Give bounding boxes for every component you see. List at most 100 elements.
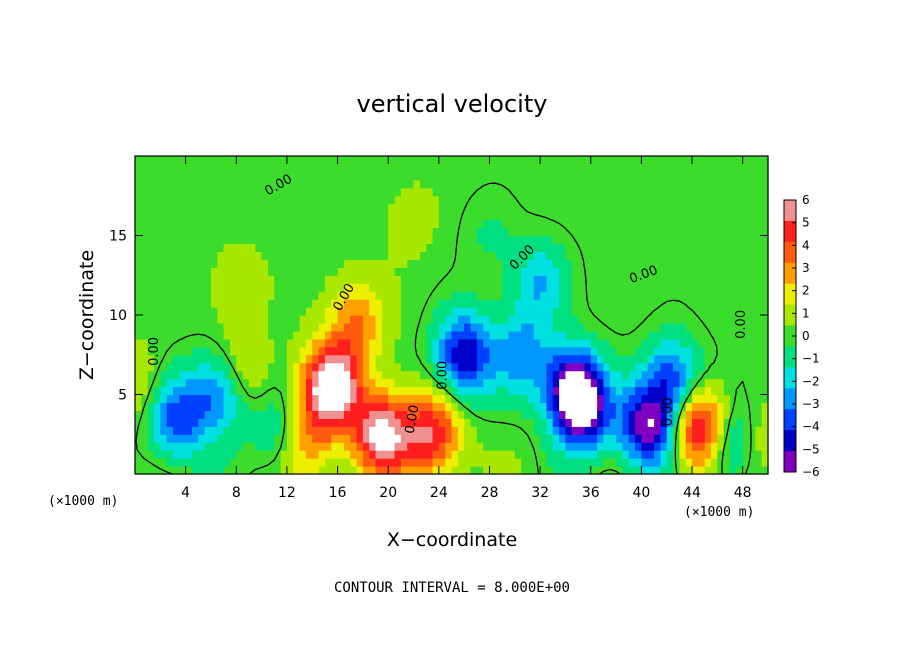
heatmap-cell [654, 402, 661, 411]
heatmap-cell [267, 322, 275, 332]
heatmap-cell [166, 203, 174, 213]
heatmap-cell [761, 346, 769, 356]
heatmap-cell [210, 235, 218, 245]
heatmap-cell [622, 338, 630, 348]
heatmap-cell [679, 362, 687, 372]
heatmap-cell [242, 299, 250, 308]
heatmap-cell [603, 402, 611, 411]
heatmap-cell [711, 354, 718, 364]
heatmap-cell [293, 346, 301, 356]
heatmap-cell [489, 315, 497, 324]
heatmap-cell [242, 187, 250, 197]
heatmap-cell [552, 378, 560, 388]
heatmap-cell [464, 442, 472, 451]
heatmap-cell [464, 179, 472, 189]
heatmap-cell [293, 442, 301, 451]
heatmap-cell [445, 410, 453, 419]
heatmap-cell [527, 426, 535, 435]
heatmap-cell [293, 211, 301, 221]
heatmap-cell [255, 307, 263, 316]
heatmap-cell [318, 179, 326, 189]
heatmap-cell [609, 362, 617, 372]
heatmap-cell [267, 163, 275, 173]
heatmap-cell [172, 386, 180, 396]
heatmap-cell [413, 322, 421, 332]
heatmap-cell [255, 370, 263, 380]
heatmap-cell [457, 394, 465, 404]
heatmap-cell [166, 330, 174, 340]
heatmap-cell [381, 338, 389, 348]
heatmap-cell [160, 299, 168, 308]
heatmap-cell [533, 291, 541, 300]
heatmap-cell [432, 322, 440, 332]
heatmap-cell [609, 259, 617, 268]
heatmap-cell [502, 426, 510, 435]
heatmap-cell [293, 179, 301, 189]
heatmap-cell [622, 259, 630, 268]
heatmap-cell [476, 434, 484, 443]
heatmap-cell [280, 283, 288, 292]
heatmap-cell [356, 211, 364, 221]
heatmap-cell [723, 307, 731, 316]
heatmap-cell [223, 203, 231, 213]
heatmap-cell [141, 291, 149, 300]
heatmap-cell [343, 267, 351, 276]
heatmap-cell [299, 330, 307, 340]
heatmap-cell [578, 187, 586, 197]
heatmap-cell [502, 195, 510, 205]
heatmap-cell [723, 450, 731, 459]
heatmap-cell [749, 466, 756, 475]
heatmap-cell [514, 466, 522, 475]
heatmap-cell [242, 346, 250, 356]
heatmap-cell [267, 418, 275, 427]
heatmap-cell [293, 227, 301, 237]
heatmap-cell [331, 235, 339, 245]
heatmap-cell [343, 163, 351, 173]
heatmap-cell [324, 378, 332, 388]
heatmap-cell [286, 402, 294, 411]
heatmap-cell [698, 203, 706, 213]
heatmap-cell [179, 378, 187, 388]
heatmap-cell [679, 195, 687, 205]
heatmap-cell [312, 227, 320, 237]
heatmap-cell [299, 251, 307, 260]
heatmap-cell [135, 386, 142, 396]
heatmap-cell [419, 354, 427, 364]
heatmap-cell [685, 283, 693, 292]
heatmap-cell [179, 315, 187, 324]
heatmap-cell [286, 211, 294, 221]
heatmap-cell [527, 322, 535, 332]
heatmap-cell [153, 307, 161, 316]
heatmap-cell [730, 386, 737, 396]
heatmap-cell [755, 394, 763, 404]
heatmap-cell [742, 386, 750, 396]
heatmap-cell [375, 163, 383, 173]
heatmap-cell [369, 163, 377, 173]
heatmap-cell [179, 156, 187, 165]
heatmap-cell [350, 394, 358, 404]
heatmap-cell [654, 267, 661, 276]
heatmap-cell [191, 315, 199, 324]
heatmap-cell [375, 251, 383, 260]
heatmap-cell [635, 418, 642, 427]
heatmap-cell [616, 418, 624, 427]
heatmap-cell [464, 322, 472, 332]
heatmap-cell [160, 243, 168, 252]
heatmap-cell [723, 187, 731, 197]
heatmap-cell [413, 346, 421, 356]
heatmap-cell [698, 195, 706, 205]
heatmap-cell [413, 458, 421, 467]
heatmap-cell [673, 179, 680, 189]
heatmap-cell [204, 195, 212, 205]
heatmap-cell [419, 211, 427, 221]
heatmap-cell [603, 434, 611, 443]
heatmap-cell [584, 243, 592, 252]
heatmap-cell [318, 362, 326, 372]
heatmap-cell [692, 187, 699, 197]
heatmap-cell [698, 315, 706, 324]
heatmap-cell [736, 434, 744, 443]
heatmap-cell [381, 259, 389, 268]
heatmap-cell [711, 394, 718, 404]
heatmap-cell [210, 156, 218, 165]
heatmap-cell [723, 235, 731, 245]
